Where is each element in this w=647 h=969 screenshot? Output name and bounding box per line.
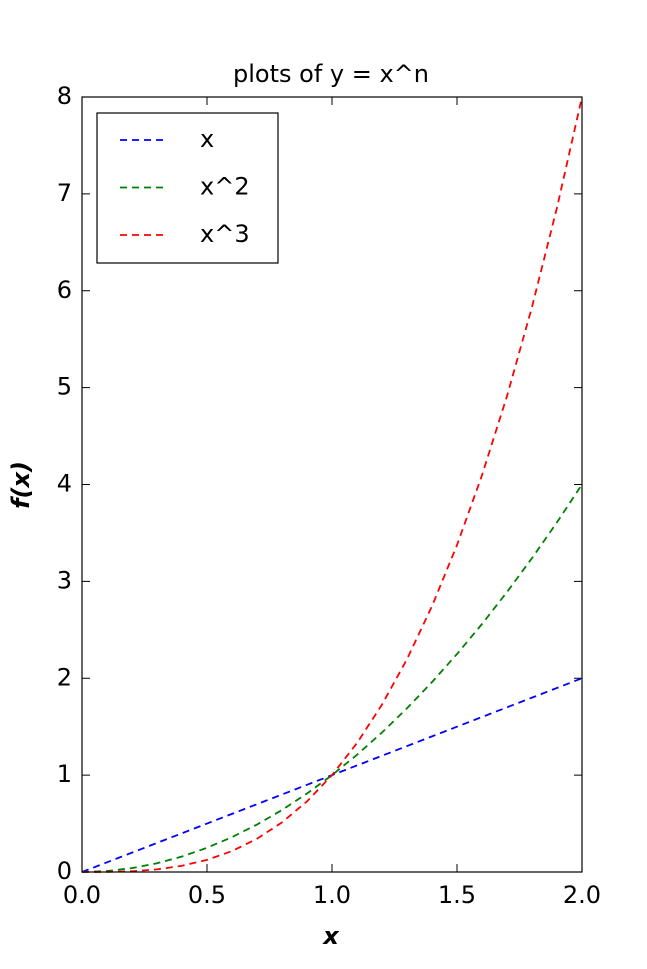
legend-label: x^3 xyxy=(200,220,250,248)
y-tick-label: 7 xyxy=(57,179,72,207)
x-tick-label: 0.0 xyxy=(63,881,101,909)
x-tick-label: 1.5 xyxy=(438,881,476,909)
plot-frame xyxy=(81,96,583,873)
y-tick-label: 2 xyxy=(57,663,72,691)
y-tick-label: 6 xyxy=(57,276,72,304)
series-line xyxy=(81,484,583,873)
y-tick-label: 8 xyxy=(57,82,72,110)
x-tick-label: 0.5 xyxy=(188,881,226,909)
y-tick-label: 0 xyxy=(57,857,72,885)
legend-label: x xyxy=(200,125,214,153)
legend-box xyxy=(96,112,279,264)
x-tick-label: 1.0 xyxy=(313,881,351,909)
y-tick-label: 4 xyxy=(57,470,72,498)
x-tick-label: 2.0 xyxy=(563,881,601,909)
series-line xyxy=(81,96,583,873)
legend-label: x^2 xyxy=(200,173,250,201)
chart-title: plots of y = x^n xyxy=(233,60,429,88)
x-axis-label: x xyxy=(322,922,340,950)
y-tick-label: 3 xyxy=(57,566,72,594)
y-tick-label: 5 xyxy=(57,373,72,401)
y-tick-label: 1 xyxy=(57,760,72,788)
y-axis-label: f(x) xyxy=(7,461,35,509)
